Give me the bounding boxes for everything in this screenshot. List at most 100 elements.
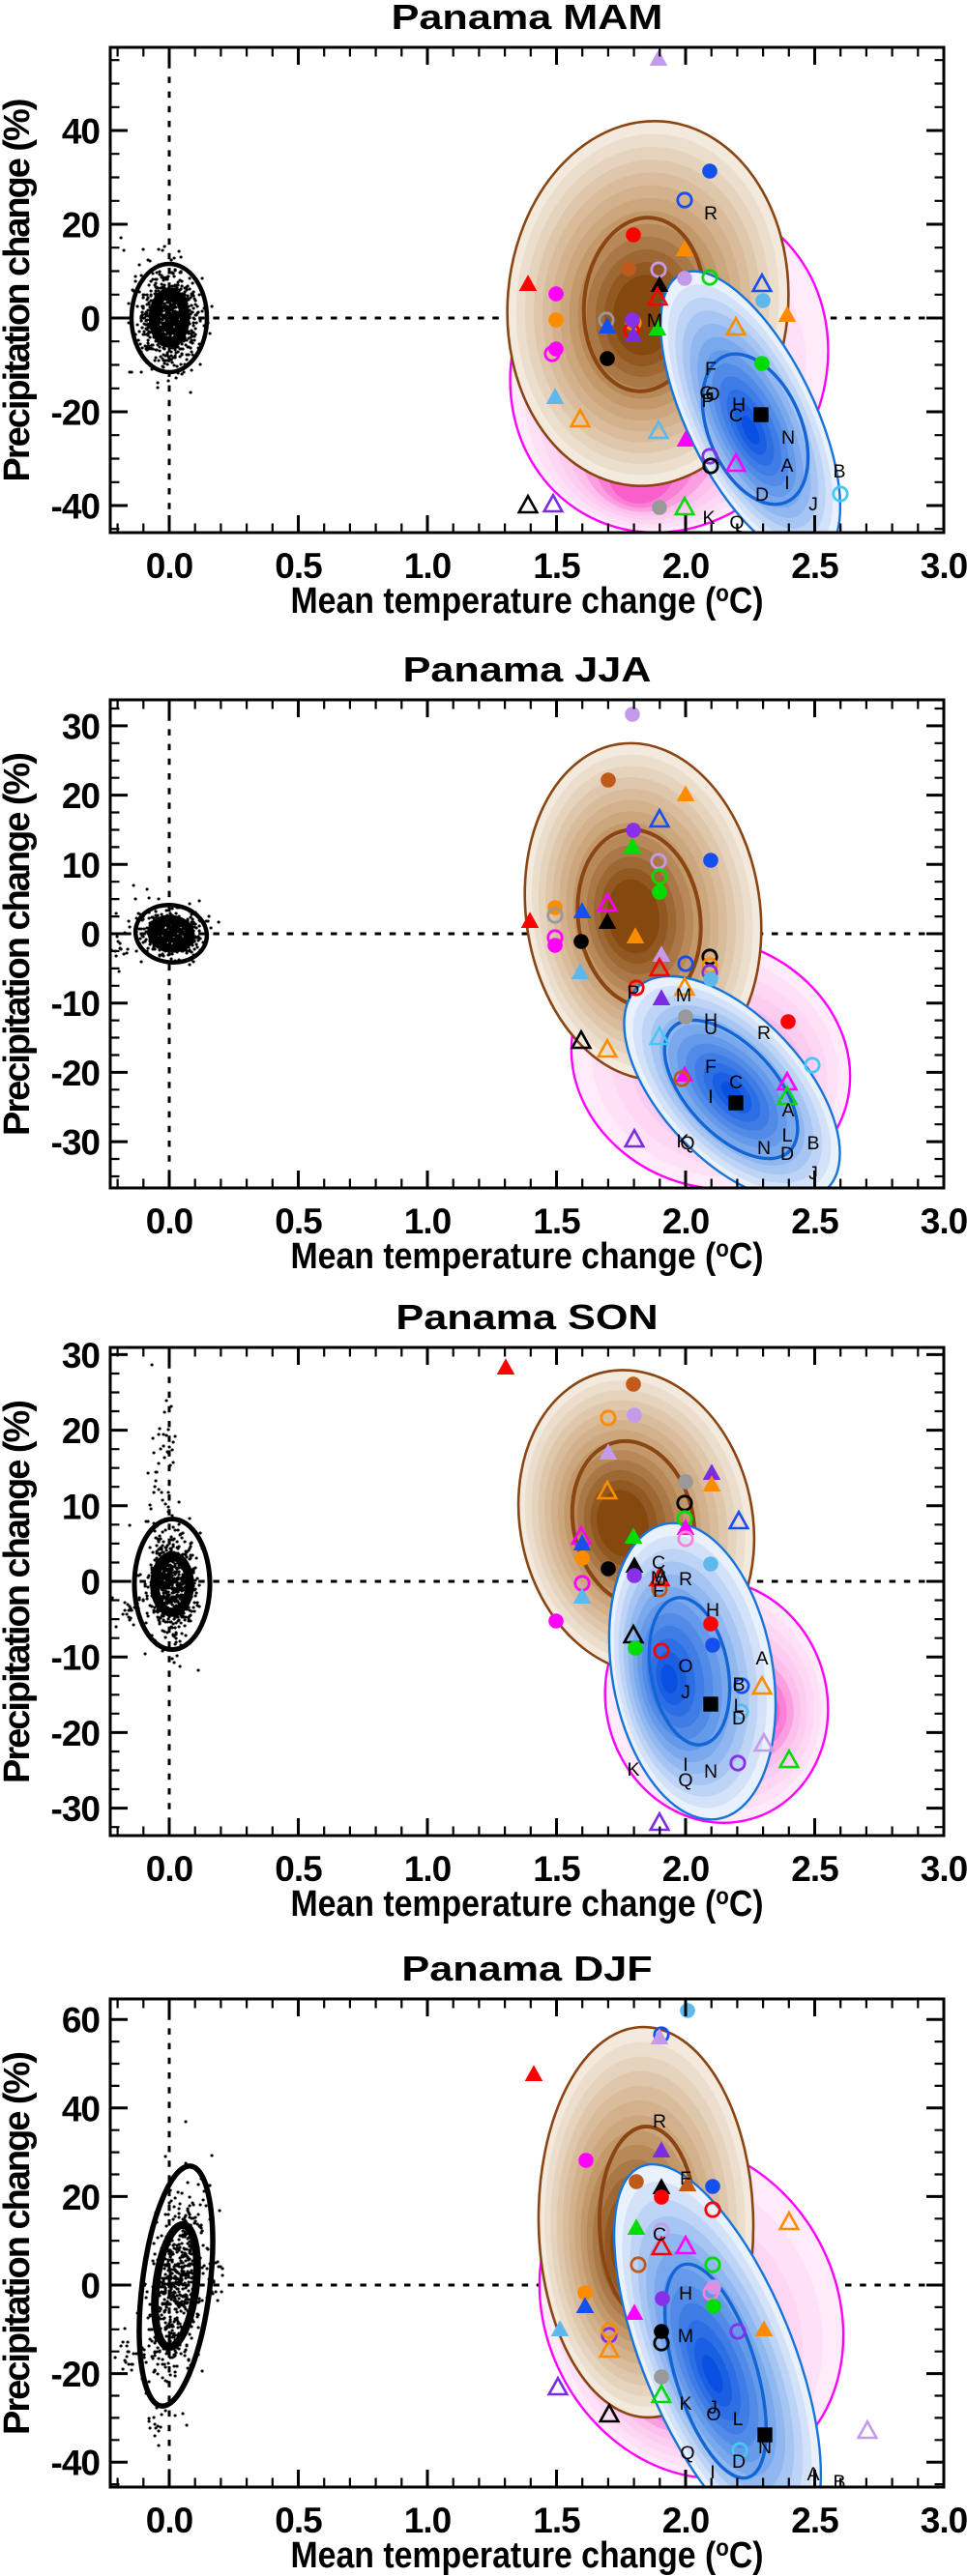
svg-text:C: C bbox=[652, 1552, 665, 1574]
svg-text:O: O bbox=[678, 1656, 692, 1677]
svg-text:2.5: 2.5 bbox=[791, 1201, 838, 1241]
svg-text:M: M bbox=[678, 2326, 693, 2347]
svg-text:Q: Q bbox=[680, 2443, 694, 2464]
svg-text:A: A bbox=[755, 1648, 768, 1669]
svg-text:J: J bbox=[708, 2397, 718, 2418]
svg-text:-30: -30 bbox=[51, 1789, 101, 1829]
svg-text:Mean temperature change (oC): Mean temperature change (oC) bbox=[290, 2533, 763, 2575]
svg-text:Q: Q bbox=[680, 1133, 694, 1154]
svg-text:N: N bbox=[704, 1761, 718, 1782]
svg-text:Panama MAM: Panama MAM bbox=[392, 0, 663, 37]
svg-text:1.5: 1.5 bbox=[533, 1849, 580, 1889]
svg-text:O: O bbox=[706, 2404, 720, 2425]
svg-text:L: L bbox=[733, 2409, 744, 2430]
svg-text:F: F bbox=[653, 1580, 664, 1602]
svg-text:Mean temperature change (oC): Mean temperature change (oC) bbox=[290, 579, 763, 621]
svg-text:10: 10 bbox=[62, 846, 101, 885]
svg-text:H: H bbox=[732, 394, 746, 416]
svg-text:A: A bbox=[780, 455, 793, 477]
svg-text:20: 20 bbox=[62, 206, 101, 246]
svg-text:C: C bbox=[729, 1072, 743, 1093]
svg-text:H: H bbox=[679, 2283, 692, 2304]
svg-text:K: K bbox=[702, 507, 715, 529]
svg-text:U: U bbox=[704, 1018, 718, 1039]
svg-text:N: N bbox=[757, 1138, 771, 1159]
svg-text:M: M bbox=[651, 1568, 666, 1589]
svg-text:0: 0 bbox=[80, 300, 100, 339]
svg-text:K: K bbox=[676, 1131, 689, 1152]
svg-text:C: C bbox=[653, 2224, 666, 2245]
svg-text:Panama JJA: Panama JJA bbox=[403, 651, 652, 689]
svg-text:Mean temperature change (oC): Mean temperature change (oC) bbox=[290, 1234, 763, 1276]
svg-text:I: I bbox=[683, 1754, 688, 1776]
svg-text:3.0: 3.0 bbox=[921, 1201, 967, 1241]
svg-text:3.0: 3.0 bbox=[921, 546, 967, 586]
svg-text:I: I bbox=[708, 1086, 713, 1108]
svg-text:0.5: 0.5 bbox=[275, 1849, 322, 1889]
svg-text:40: 40 bbox=[62, 112, 101, 152]
svg-text:Q: Q bbox=[729, 512, 744, 534]
svg-text:1.0: 1.0 bbox=[404, 1201, 452, 1241]
svg-text:B: B bbox=[833, 2472, 845, 2493]
svg-text:A: A bbox=[655, 1565, 667, 1586]
svg-text:K: K bbox=[627, 1759, 639, 1780]
svg-text:3.0: 3.0 bbox=[921, 1849, 967, 1889]
svg-text:-40: -40 bbox=[51, 2444, 101, 2483]
svg-text:L: L bbox=[734, 1695, 745, 1717]
svg-text:0.0: 0.0 bbox=[146, 2501, 193, 2540]
svg-text:0: 0 bbox=[80, 915, 100, 955]
svg-text:G: G bbox=[699, 383, 714, 404]
svg-text:A: A bbox=[781, 1100, 794, 1121]
svg-text:0.5: 0.5 bbox=[275, 546, 322, 586]
svg-text:20: 20 bbox=[62, 776, 101, 816]
svg-text:2.5: 2.5 bbox=[791, 1849, 838, 1889]
svg-text:D: D bbox=[755, 484, 769, 506]
svg-text:-20: -20 bbox=[51, 393, 101, 433]
svg-text:-30: -30 bbox=[51, 1123, 101, 1163]
svg-text:D: D bbox=[780, 1143, 794, 1165]
svg-text:0.0: 0.0 bbox=[146, 1201, 193, 1241]
svg-text:Panama DJF: Panama DJF bbox=[401, 1950, 652, 1988]
svg-text:I: I bbox=[784, 473, 789, 494]
svg-text:-10: -10 bbox=[51, 1638, 101, 1678]
svg-text:2.5: 2.5 bbox=[791, 546, 838, 586]
svg-text:M: M bbox=[676, 985, 691, 1006]
svg-text:I: I bbox=[710, 2462, 715, 2483]
svg-text:Panama SON: Panama SON bbox=[396, 1298, 658, 1337]
svg-text:B: B bbox=[732, 1674, 745, 1695]
svg-text:D: D bbox=[732, 1708, 746, 1729]
svg-text:R: R bbox=[704, 203, 718, 224]
svg-text:P: P bbox=[701, 391, 714, 412]
svg-text:J: J bbox=[681, 1682, 690, 1703]
svg-text:1.5: 1.5 bbox=[533, 2501, 580, 2540]
svg-text:1.5: 1.5 bbox=[533, 546, 580, 586]
svg-text:C: C bbox=[729, 405, 743, 426]
svg-text:Q: Q bbox=[678, 1770, 692, 1791]
svg-text:O: O bbox=[705, 384, 719, 405]
svg-text:Precipitation change (%): Precipitation change (%) bbox=[0, 99, 38, 482]
svg-text:30: 30 bbox=[62, 1336, 101, 1375]
svg-text:F: F bbox=[680, 2168, 691, 2189]
svg-text:N: N bbox=[758, 2437, 772, 2458]
svg-text:F: F bbox=[705, 359, 717, 380]
svg-text:Precipitation change (%): Precipitation change (%) bbox=[0, 752, 38, 1136]
svg-text:-10: -10 bbox=[51, 984, 101, 1024]
svg-text:0: 0 bbox=[80, 2267, 100, 2306]
svg-text:-40: -40 bbox=[51, 487, 101, 527]
svg-text:-20: -20 bbox=[51, 1054, 101, 1093]
svg-text:60: 60 bbox=[62, 2001, 101, 2041]
svg-text:20: 20 bbox=[62, 1411, 101, 1451]
svg-text:0.0: 0.0 bbox=[146, 546, 193, 586]
svg-text:2.0: 2.0 bbox=[662, 1849, 710, 1889]
svg-text:-20: -20 bbox=[51, 1714, 101, 1753]
svg-text:2.0: 2.0 bbox=[662, 2501, 710, 2540]
svg-text:R: R bbox=[679, 1569, 692, 1590]
svg-text:D: D bbox=[732, 2451, 746, 2473]
svg-text:Mean temperature change (oC): Mean temperature change (oC) bbox=[290, 1882, 763, 1924]
svg-text:B: B bbox=[833, 461, 845, 482]
svg-text:40: 40 bbox=[62, 2089, 101, 2128]
svg-text:2.0: 2.0 bbox=[662, 1201, 710, 1241]
svg-text:10: 10 bbox=[62, 1487, 101, 1526]
svg-text:0.0: 0.0 bbox=[146, 1849, 193, 1889]
svg-text:R: R bbox=[653, 2111, 666, 2132]
